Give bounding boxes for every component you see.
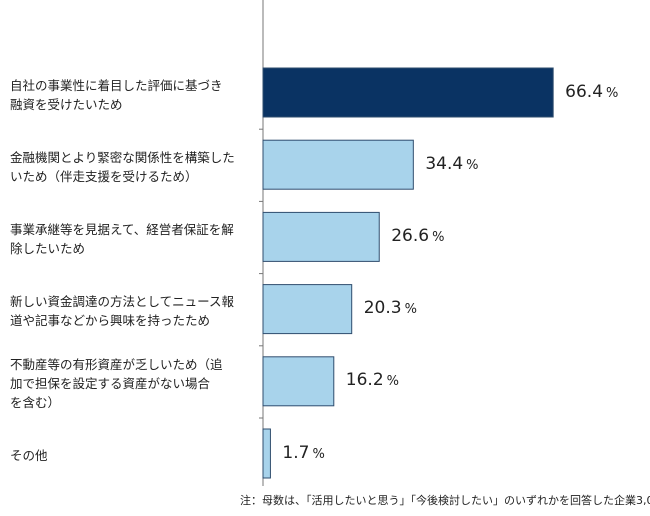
data-label-value: 16.2: [345, 370, 384, 391]
category-label: その他: [10, 446, 260, 465]
data-label-value: 26.6: [391, 225, 430, 246]
data-label-unit: %: [312, 446, 325, 462]
category-label-line: 融資を受けたいため: [10, 96, 123, 112]
category-label: 不動産等の有形資産が乏しいため（追 加で担保を設定する資産がない場合 を含む）: [10, 355, 260, 412]
category-label-line: 道や記事などから興味を持ったため: [10, 313, 211, 329]
category-label-line: 除したいため: [10, 240, 86, 256]
data-label: 16.2%: [346, 370, 399, 390]
bar: [262, 284, 353, 335]
data-label-value: 34.4: [425, 153, 464, 174]
category-label-line: 新しい資金調達の方法としてニュース報: [10, 294, 235, 310]
category-label-line: 事業承継等を見据えて、経営者保証を解: [10, 221, 234, 237]
category-label-line: 自社の事業性に着目した評価に基づき: [10, 77, 223, 93]
bar: [262, 67, 554, 118]
data-label: 20.3%: [364, 298, 417, 318]
data-label-unit: %: [386, 374, 399, 390]
category-label-line: 加で担保を設定する資産がない場合: [10, 375, 211, 391]
category-label: 事業承継等を見据えて、経営者保証を解 除したいため: [10, 220, 260, 258]
category-label-line: 金融機関とより緊密な関係性を構築した: [10, 149, 235, 165]
category-label-line: を含む）: [10, 394, 61, 410]
data-label: 66.4%: [565, 82, 618, 102]
data-label-unit: %: [466, 157, 479, 173]
category-label: 自社の事業性に着目した評価に基づき 融資を受けたいため: [10, 76, 260, 114]
data-label-value: 66.4: [565, 81, 604, 102]
bar: [262, 211, 380, 262]
category-label: 新しい資金調達の方法としてニュース報 道や記事などから興味を持ったため: [10, 292, 260, 330]
category-label-line: 不動産等の有形資産が乏しいため（追: [10, 356, 223, 372]
data-label-unit: %: [404, 302, 417, 318]
data-label-value: 20.3: [363, 298, 402, 319]
bar: [262, 356, 335, 407]
category-label: 金融機関とより緊密な関係性を構築した いため（伴走支援を受けるため）: [10, 148, 260, 186]
footnote: 注：母数は、「活用したいと思う」「今後検討したい」のいずれかを回答した企業3,0…: [240, 494, 650, 507]
data-label-value: 1.7: [282, 442, 310, 463]
data-label: 1.7%: [282, 443, 324, 463]
category-label-line: いため（伴走支援を受けるため）: [10, 168, 198, 184]
data-label: 26.6%: [391, 226, 444, 246]
bar: [262, 428, 271, 479]
data-label-unit: %: [432, 229, 445, 245]
data-label-unit: %: [606, 85, 619, 101]
bar: [262, 139, 414, 190]
category-label-line: その他: [10, 448, 48, 463]
data-label: 34.4%: [425, 154, 478, 174]
